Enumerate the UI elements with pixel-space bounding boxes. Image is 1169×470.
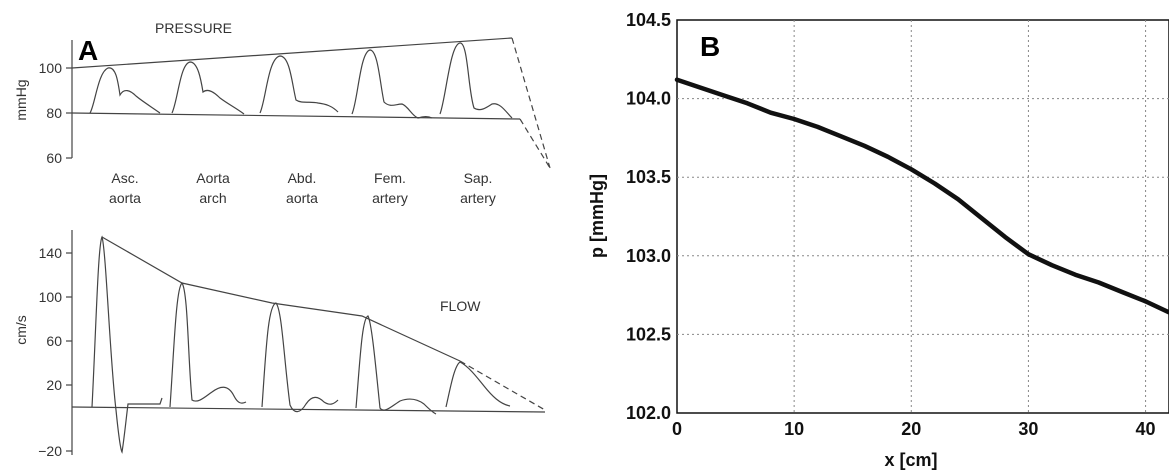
site-label-line2: arch: [199, 190, 226, 206]
flow-tick-label: 100: [39, 289, 63, 305]
panel-b-letter: B: [700, 31, 720, 62]
x-tick-label: 40: [1136, 419, 1156, 439]
flow-baseline: [71, 406, 546, 413]
flow-waveform-fem-artery: [355, 315, 437, 415]
pressure-curve: [674, 77, 1169, 315]
pressure-tick-label: 100: [39, 60, 63, 76]
pressure-plot: PRESSURE mmHg 100 80 60 Asc. aorta: [13, 20, 551, 206]
plot-frame: [676, 19, 1169, 414]
x-tick-label: 10: [784, 419, 804, 439]
pressure-systolic-envelope: [71, 37, 513, 69]
pressure-label: PRESSURE: [155, 20, 232, 36]
y-tick-label: 103.0: [626, 246, 671, 266]
site-label-line1: Fem.: [374, 170, 406, 186]
flow-tick-label: 20: [46, 377, 62, 393]
flow-waveform-aorta-arch: [169, 282, 247, 408]
flow-tick-label: −20: [38, 443, 62, 459]
y-tick-label: 102.0: [626, 403, 671, 423]
site-labels: Asc. aorta Aorta arch Abd. aorta Fem. ar…: [109, 170, 496, 206]
pressure-waveform-aorta-arch: [171, 61, 245, 115]
grid-lines: [677, 20, 1169, 413]
pressure-diastolic-envelope: [71, 112, 521, 120]
pressure-waveform-fem-artery: [351, 49, 433, 119]
y-axis-label: p [mmHg]: [587, 174, 607, 258]
site-label-line1: Asc.: [111, 170, 138, 186]
x-tick-label: 30: [1018, 419, 1038, 439]
flow-waveform-asc-aorta: [91, 235, 163, 454]
flow-tick-label: 140: [39, 245, 63, 261]
flow-tick-label: 60: [46, 333, 62, 349]
x-axis-label: x [cm]: [884, 450, 937, 470]
panel-a: A PRESSURE mmHg 100 80 60 As: [13, 20, 551, 459]
site-label-line1: Sap.: [464, 170, 493, 186]
site-label-line1: Aorta: [196, 170, 230, 186]
site-label-line2: aorta: [109, 190, 141, 206]
panel-a-letter: A: [78, 35, 98, 66]
y-tick-label: 104.0: [626, 89, 671, 109]
pressure-waveform-abd-aorta: [259, 55, 339, 114]
pressure-waveform-sap-artery: [439, 42, 513, 119]
pressure-tick-label: 80: [46, 105, 62, 121]
pressure-tick-label: 60: [46, 150, 62, 166]
x-tick-label: 0: [672, 419, 682, 439]
flow-peak-envelope: [101, 236, 461, 362]
flow-waveform-sap-artery: [445, 361, 511, 408]
flow-extrapolation-dashed: [459, 360, 546, 411]
y-tick-label: 104.5: [626, 10, 671, 30]
pressure-y-label: mmHg: [13, 79, 29, 120]
flow-label: FLOW: [440, 298, 481, 314]
y-tick-label: 103.5: [626, 167, 671, 187]
flow-y-label: cm/s: [13, 315, 29, 345]
panel-b-chart: 0 10 20 30 40102.0102.5103.0103.5104.0104.5 …: [587, 10, 1169, 470]
y-tick-label: 102.5: [626, 324, 671, 344]
site-label-line1: Abd.: [288, 170, 317, 186]
site-label-line2: aorta: [286, 190, 318, 206]
site-label-line2: artery: [372, 190, 408, 206]
flow-plot: FLOW cm/s 140 100 60 20 −20: [13, 230, 546, 459]
pressure-waveform-asc-aorta: [89, 67, 161, 114]
flow-waveform-abd-aorta: [261, 302, 339, 413]
x-tick-label: 20: [901, 419, 921, 439]
tick-labels: 0 10 20 30 40 102.0 102.5 103.0 103.5 104.0 104.5: [626, 10, 1156, 439]
pressure-extrapolation-dashed: [511, 37, 551, 169]
pressure-extrapolation-dashed: [519, 118, 551, 169]
site-label-line2: artery: [460, 190, 496, 206]
